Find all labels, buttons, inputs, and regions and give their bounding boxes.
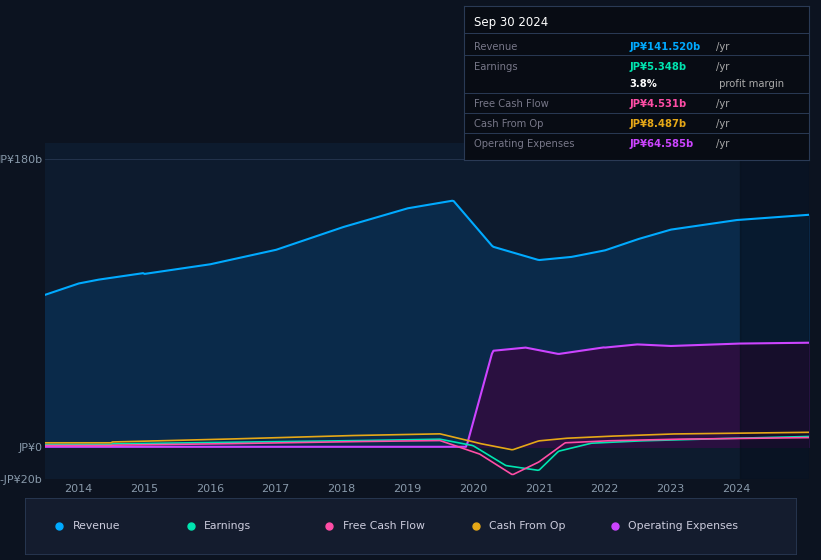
Text: /yr: /yr	[716, 139, 729, 149]
Bar	[740, 143, 809, 479]
Text: Earnings: Earnings	[204, 521, 250, 531]
Text: JP¥141.520b: JP¥141.520b	[630, 42, 700, 52]
Text: 3.8%: 3.8%	[630, 79, 658, 89]
Text: Sep 30 2024: Sep 30 2024	[475, 16, 548, 29]
Text: Revenue: Revenue	[475, 42, 517, 52]
Text: /yr: /yr	[716, 62, 729, 72]
Text: profit margin: profit margin	[716, 79, 784, 89]
Text: Cash From Op: Cash From Op	[489, 521, 566, 531]
Text: JP¥64.585b: JP¥64.585b	[630, 139, 694, 149]
Text: Operating Expenses: Operating Expenses	[475, 139, 575, 149]
Text: /yr: /yr	[716, 42, 729, 52]
Text: JP¥4.531b: JP¥4.531b	[630, 99, 686, 109]
Text: Cash From Op: Cash From Op	[475, 119, 544, 129]
Text: JP¥8.487b: JP¥8.487b	[630, 119, 686, 129]
Text: Free Cash Flow: Free Cash Flow	[342, 521, 424, 531]
Text: Operating Expenses: Operating Expenses	[628, 521, 738, 531]
Text: /yr: /yr	[716, 99, 729, 109]
Text: Free Cash Flow: Free Cash Flow	[475, 99, 549, 109]
Text: /yr: /yr	[716, 119, 729, 129]
Text: JP¥5.348b: JP¥5.348b	[630, 62, 686, 72]
Text: Earnings: Earnings	[475, 62, 518, 72]
Text: Revenue: Revenue	[72, 521, 120, 531]
